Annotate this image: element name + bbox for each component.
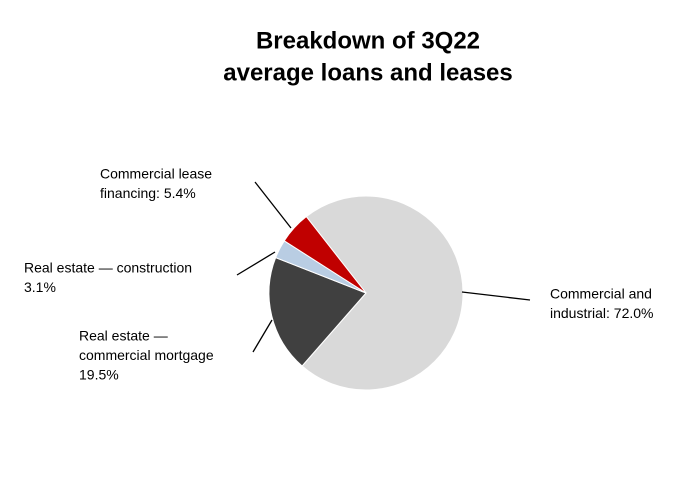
data-label: 19.5% <box>79 367 119 383</box>
data-label: Commercial lease <box>100 166 212 182</box>
pie-slice <box>268 256 367 367</box>
data-label: Commercial and <box>550 286 652 302</box>
data-label: industrial: 72.0% <box>550 305 654 321</box>
data-label: financing: 5.4% <box>100 185 196 201</box>
data-label: 3.1% <box>24 279 56 295</box>
chart-title: Breakdown of 3Q22 <box>256 27 480 54</box>
leader-line <box>236 251 276 276</box>
data-label: Real estate — <box>79 328 168 344</box>
chart-title: average loans and leases <box>223 59 513 86</box>
leader-line <box>252 319 273 353</box>
data-label: Real estate — construction <box>24 260 192 276</box>
leader-line <box>461 291 531 301</box>
pie-slice <box>301 195 464 391</box>
pie-slice <box>283 215 367 294</box>
leader-line <box>254 181 292 229</box>
data-label: commercial mortgage <box>79 347 214 363</box>
